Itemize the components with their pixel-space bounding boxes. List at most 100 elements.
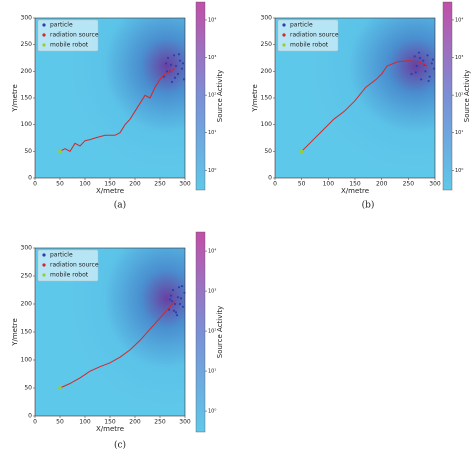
y-tick-label: 300 xyxy=(261,15,273,22)
colorbar-tick-label: 10² xyxy=(208,93,216,99)
legend-marker xyxy=(42,263,46,267)
x-tick-label: 50 xyxy=(298,181,306,188)
colorbar-tick-label: 10⁰ xyxy=(208,168,216,174)
x-tick-label: 100 xyxy=(79,419,91,426)
subplot: 0 50 100 150 200 250 300 0 50 100 150 200 250 300 X/me… xyxy=(11,231,224,451)
particle xyxy=(182,78,186,81)
colorbar-tick-label: 10¹ xyxy=(208,369,216,375)
legend-box xyxy=(277,19,339,52)
legend-marker xyxy=(42,43,46,47)
caption: (b) xyxy=(362,200,375,211)
x-tick-label: 0 xyxy=(33,419,37,426)
y-axis-label: Y/metre xyxy=(251,84,259,113)
colorbar-tick-label: 10¹ xyxy=(455,130,463,136)
robot-marker xyxy=(58,386,62,390)
particle xyxy=(418,56,422,60)
particle xyxy=(165,70,169,73)
x-tick-label: 300 xyxy=(179,181,191,188)
particle xyxy=(420,78,423,81)
colorbar-tick-label: 10⁴ xyxy=(455,17,463,23)
particle xyxy=(426,54,429,57)
particle xyxy=(183,291,186,294)
x-tick-label: 150 xyxy=(104,181,116,188)
particle xyxy=(432,67,436,70)
y-tick-label: 50 xyxy=(24,148,32,155)
particle xyxy=(175,314,179,317)
colorbar-tick-label: 10³ xyxy=(455,55,463,61)
subplot: 0 50 100 150 200 250 300 0 50 100 150 200 250 300 X/me… xyxy=(251,1,471,211)
colorbar-tick-label: 10⁰ xyxy=(455,168,463,174)
particle xyxy=(172,309,176,312)
caption: (c) xyxy=(114,440,126,451)
x-axis-label: X/metre xyxy=(96,425,124,433)
x-tick-label: 0 xyxy=(273,181,277,188)
legend-marker xyxy=(42,23,46,27)
y-tick-label: 200 xyxy=(261,68,273,75)
y-tick-label: 100 xyxy=(21,121,33,128)
legend-label: particle xyxy=(50,22,73,29)
x-tick-label: 300 xyxy=(179,419,191,426)
legend-marker xyxy=(42,273,46,277)
y-tick-label: 300 xyxy=(21,245,33,252)
trajectory xyxy=(59,300,176,389)
x-tick-label: 100 xyxy=(323,181,335,188)
colorbar xyxy=(195,231,206,433)
robot-marker xyxy=(58,149,62,154)
y-tick-label: 250 xyxy=(261,41,273,48)
colorbar-label: Source Activity xyxy=(463,70,471,122)
x-tick-label: 50 xyxy=(56,181,64,188)
particle xyxy=(417,51,421,54)
particle xyxy=(178,59,182,62)
y-tick-label: 0 xyxy=(28,175,32,182)
particle xyxy=(179,297,183,300)
particle xyxy=(169,63,173,67)
particle xyxy=(428,75,431,78)
y-tick-label: 200 xyxy=(21,68,33,75)
particle xyxy=(410,72,413,76)
y-tick-label: 0 xyxy=(28,413,32,420)
x-tick-label: 200 xyxy=(129,181,141,188)
y-tick-label: 50 xyxy=(24,385,32,392)
y-tick-label: 50 xyxy=(264,148,272,155)
particle xyxy=(169,294,173,297)
colorbar xyxy=(195,1,206,191)
x-tick-label: 250 xyxy=(154,181,166,188)
particle xyxy=(176,72,180,76)
colorbar-tick-label: 10² xyxy=(208,329,216,335)
particle xyxy=(172,54,176,57)
particle xyxy=(173,76,177,79)
legend-box xyxy=(37,19,99,52)
particle xyxy=(164,62,168,65)
legend-box xyxy=(37,249,99,282)
x-tick-label: 250 xyxy=(154,419,166,426)
x-tick-label: 50 xyxy=(56,419,64,426)
particle xyxy=(176,296,180,299)
particle xyxy=(431,58,434,61)
particle xyxy=(180,67,184,70)
particle xyxy=(427,79,430,83)
particle xyxy=(171,288,175,292)
legend-label: radiation source xyxy=(50,32,99,39)
trajectory xyxy=(59,68,176,152)
subplot: 0 50 100 150 200 250 300 0 50 100 150 200 250 300 X/me… xyxy=(11,1,224,211)
y-axis-label: Y/metre xyxy=(11,84,19,113)
legend-label: particle xyxy=(50,252,73,259)
colorbar-tick-label: 10⁴ xyxy=(208,17,216,23)
particle xyxy=(424,70,427,73)
y-tick-label: 300 xyxy=(21,15,33,22)
trajectory xyxy=(301,60,428,152)
legend-label: radiation source xyxy=(50,262,99,269)
colorbar-tick-label: 10¹ xyxy=(208,130,216,136)
legend-marker xyxy=(282,23,286,27)
particle xyxy=(414,71,417,74)
colorbar-tick-label: 10⁰ xyxy=(208,409,216,415)
robot-marker xyxy=(299,149,304,154)
legend-marker xyxy=(282,33,286,37)
particle xyxy=(415,64,418,68)
caption: (a) xyxy=(114,200,126,211)
particle xyxy=(173,302,177,306)
legend-label: mobile robot xyxy=(50,272,89,279)
y-tick-label: 100 xyxy=(21,357,33,364)
colorbar-tick-label: 10⁴ xyxy=(208,249,216,255)
particle xyxy=(170,80,174,84)
